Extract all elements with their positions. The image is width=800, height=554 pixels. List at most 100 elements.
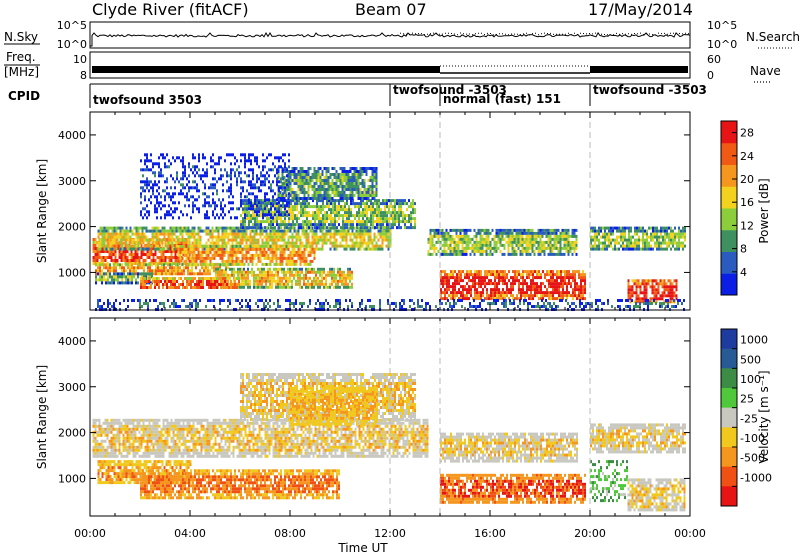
range-gate-cell (290, 202, 292, 206)
range-gate-cell (359, 229, 362, 233)
range-gate-cell (189, 263, 191, 267)
range-gate-cell (211, 256, 214, 260)
range-gate-cell (307, 244, 310, 248)
range-gate-cell (558, 297, 560, 301)
range-gate-cell (271, 226, 274, 230)
range-gate-cell (306, 223, 308, 227)
range-gate-cell (295, 259, 298, 263)
range-gate-cell (345, 188, 348, 191)
range-gate-cell (251, 244, 254, 248)
range-gate-cell (101, 232, 104, 236)
range-gate-cell (299, 273, 301, 277)
range-gate-cell (329, 247, 332, 251)
range-gate-cell (538, 288, 540, 292)
range-gate-cell (535, 237, 538, 241)
range-gate-cell (301, 182, 304, 185)
range-gate-cell (536, 285, 538, 289)
range-gate-cell (125, 241, 128, 245)
range-gate-cell (620, 232, 622, 236)
range-gate-cell (374, 202, 376, 206)
range-gate-cell (332, 205, 334, 209)
range-gate-cell (567, 240, 570, 244)
range-gate-cell (452, 276, 454, 280)
range-gate-cell (197, 256, 200, 260)
range-gate-cell (322, 217, 324, 221)
range-gate-cell (280, 211, 282, 215)
range-gate-cell (494, 282, 496, 286)
range-gate-cell (518, 270, 520, 274)
range-gate-cell (372, 205, 374, 209)
range-gate-cell (295, 262, 298, 266)
range-gate-cell (604, 241, 606, 245)
range-gate-cell (191, 244, 194, 248)
range-gate-cell (303, 191, 306, 194)
range-gate-cell (281, 267, 283, 271)
range-gate-cell (323, 270, 325, 274)
range-gate-cell (271, 229, 274, 233)
range-gate-cell (319, 182, 322, 185)
range-gate-cell (277, 270, 279, 274)
range-gate-cell (447, 237, 450, 241)
range-gate-cell (564, 294, 566, 298)
range-gate-cell (358, 202, 360, 206)
range-gate-cell (268, 220, 270, 224)
range-gate-cell (174, 259, 177, 262)
range-gate-cell (406, 202, 408, 206)
range-gate-cell (491, 252, 494, 256)
range-gate-cell (553, 228, 556, 232)
range-gate-cell (559, 234, 562, 238)
range-gate-cell (366, 220, 368, 224)
range-gate-cell (557, 237, 560, 241)
range-gate-cell (336, 199, 338, 203)
range-gate-cell (536, 276, 538, 280)
range-gate-cell (355, 173, 358, 176)
range-gate-cell (244, 205, 246, 209)
range-gate-cell (216, 277, 218, 280)
range-gate-cell (275, 259, 278, 263)
range-gate-cell (293, 259, 296, 263)
range-gate-cell (294, 205, 296, 209)
range-gate-cell (155, 238, 158, 242)
range-gate-cell (283, 235, 286, 239)
range-gate-cell (207, 253, 210, 257)
range-gate-cell (157, 272, 159, 276)
range-gate-cell (404, 226, 406, 230)
range-gate-cell (199, 229, 202, 233)
range-gate-cell (237, 241, 240, 245)
range-gate-cell (107, 247, 110, 251)
range-gate-cell (670, 238, 672, 242)
range-gate-cell (304, 199, 306, 203)
range-gate-cell (359, 247, 362, 251)
range-gate-cell (148, 280, 150, 283)
range-gate-cell (550, 285, 552, 289)
range-gate-cell (341, 270, 343, 274)
range-gate-cell (257, 259, 260, 263)
range-gate-cell (163, 272, 165, 276)
range-gate-cell (155, 241, 158, 245)
range-gate-cell (572, 288, 574, 292)
range-gate-cell (521, 231, 524, 235)
range-gate-cell (353, 185, 356, 188)
range-gate-cell (213, 235, 216, 239)
freq-left-tick-bottom: 8 (80, 69, 87, 82)
range-gate-cell (269, 282, 271, 286)
range-gate-cell (602, 235, 604, 239)
range-gate-cell (460, 279, 462, 283)
range-gate-cell (207, 272, 209, 276)
range-gate-cell (495, 249, 498, 253)
range-gate-cell (199, 253, 202, 257)
range-gate-cell (654, 226, 656, 230)
range-gate-cell (450, 291, 452, 295)
range-gate-cell (297, 238, 300, 242)
range-gate-cell (400, 214, 402, 218)
range-gate-cell (169, 263, 171, 267)
range-gate-cell (146, 256, 149, 259)
range-gate-cell (246, 211, 248, 215)
range-gate-cell (281, 235, 284, 239)
range-gate-cell (362, 202, 364, 206)
range-gate-cell (192, 277, 194, 280)
range-gate-cell (235, 262, 238, 266)
range-gate-cell (448, 288, 450, 292)
range-gate-cell (215, 241, 218, 245)
range-gate-cell (323, 197, 326, 200)
